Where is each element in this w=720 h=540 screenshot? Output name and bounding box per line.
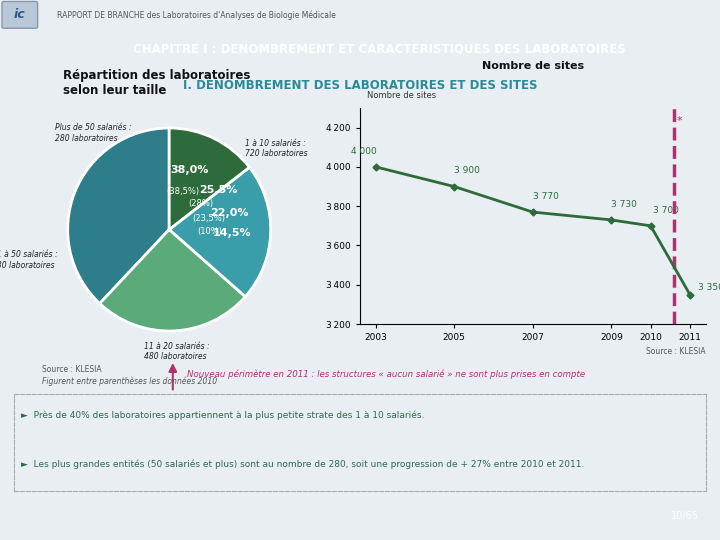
Text: 22,0%: 22,0% — [211, 208, 249, 218]
Text: 10/65: 10/65 — [670, 511, 698, 521]
Wedge shape — [169, 128, 249, 230]
Text: Source : KLESIA: Source : KLESIA — [42, 364, 102, 374]
Text: (38,5%): (38,5%) — [166, 187, 199, 195]
Text: 3 900: 3 900 — [454, 166, 480, 176]
Text: Plus de 50 salariés :
280 laboratoires: Plus de 50 salariés : 280 laboratoires — [55, 123, 132, 143]
Text: 3 730: 3 730 — [611, 200, 637, 209]
Text: Nouveau périmètre en 2011 : les structures « aucun salarié » ne sont plus prises: Nouveau périmètre en 2011 : les structur… — [187, 370, 585, 379]
Text: (10%): (10%) — [197, 227, 222, 236]
Title: Nombre de sites: Nombre de sites — [482, 61, 584, 71]
Text: Répartition des laboratoires
selon leur taille: Répartition des laboratoires selon leur … — [63, 69, 250, 97]
Text: I. DENOMBREMENT DES LABORATOIRES ET DES SITES: I. DENOMBREMENT DES LABORATOIRES ET DES … — [183, 78, 537, 92]
Text: Source : KLESIA: Source : KLESIA — [646, 347, 706, 356]
Text: 25,5%: 25,5% — [199, 185, 237, 195]
Text: 4 000: 4 000 — [351, 147, 377, 156]
Text: ic: ic — [14, 8, 26, 22]
Text: 11 à 20 salariés :
480 laboratoires: 11 à 20 salariés : 480 laboratoires — [144, 342, 210, 361]
Text: Nombre de sites: Nombre de sites — [367, 91, 436, 100]
Text: Figurent entre parenthèses les données 2010: Figurent entre parenthèses les données 2… — [42, 377, 217, 386]
Text: 3 770: 3 770 — [533, 192, 559, 201]
Text: RAPPORT DE BRANCHE des Laboratoires d'Analyses de Biologie Médicale: RAPPORT DE BRANCHE des Laboratoires d'An… — [57, 10, 336, 19]
Text: 38,0%: 38,0% — [171, 165, 209, 175]
Wedge shape — [99, 230, 246, 331]
Text: 14,5%: 14,5% — [212, 227, 251, 238]
Text: 21 à 50 salariés :
430 laboratoires: 21 à 50 salariés : 430 laboratoires — [0, 250, 57, 269]
Text: 3 350: 3 350 — [698, 283, 720, 292]
Text: 1 à 10 salariés :
720 laboratoires: 1 à 10 salariés : 720 laboratoires — [246, 139, 308, 158]
Text: ►  Les plus grandes entités (50 salariés et plus) sont au nombre de 280, soit un: ► Les plus grandes entités (50 salariés … — [22, 460, 585, 469]
Wedge shape — [169, 167, 271, 296]
Text: *: * — [677, 116, 682, 126]
FancyBboxPatch shape — [2, 2, 37, 28]
Text: ►  Près de 40% des laboratoires appartiennent à la plus petite strate des 1 à 10: ► Près de 40% des laboratoires appartien… — [22, 411, 425, 420]
Wedge shape — [68, 128, 169, 303]
Text: (23,5%): (23,5%) — [192, 214, 225, 223]
Text: CHAPITRE I : DENOMBREMENT ET CARACTERISTIQUES DES LABORATOIRES: CHAPITRE I : DENOMBREMENT ET CARACTERIST… — [133, 42, 626, 55]
Text: 3 700: 3 700 — [653, 206, 679, 215]
Text: (28%): (28%) — [188, 199, 213, 208]
